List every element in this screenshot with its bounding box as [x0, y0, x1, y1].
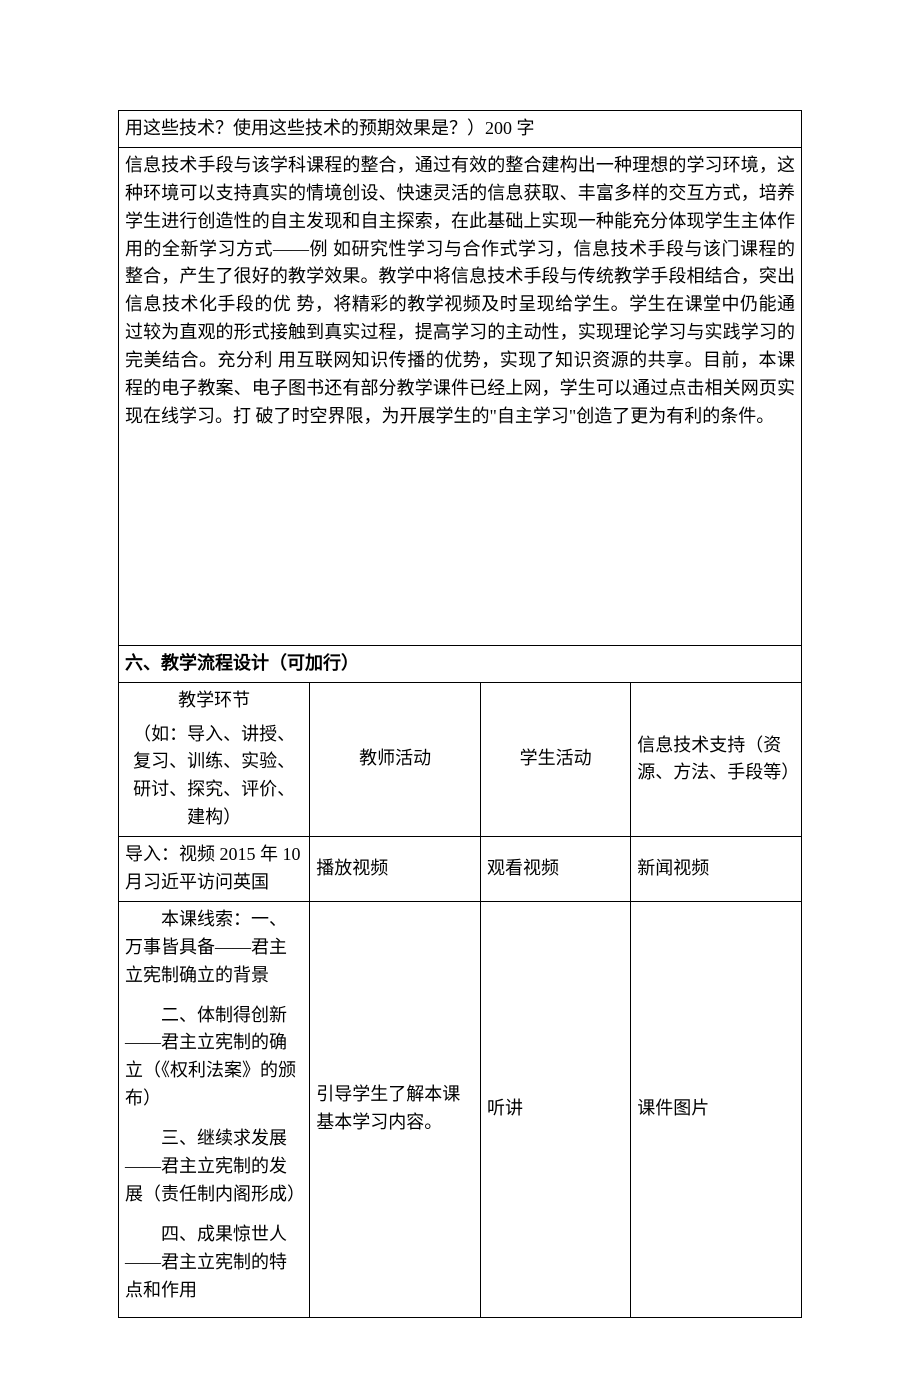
cell-teacher-1: 播放视频 [310, 837, 481, 902]
cell-it-1: 新闻视频 [631, 837, 802, 902]
outline-item-4: 四、成果惊世人——君主立宪制的特点和作用 [125, 1221, 303, 1305]
blank-space [125, 431, 795, 641]
lesson-design-table: 用这些技术？使用这些技术的预期效果是？）200 字 信息技术手段与该学科课程的整… [118, 110, 802, 1318]
col-header-stage: 教学环节 （如：导入、讲授、复习、训练、实验、研讨、探究、评价、建构） [119, 682, 310, 836]
cell-stage-2: 本课线索：一、万事皆具备——君主立宪制确立的背景 二、体制得创新——君主立宪制的… [119, 901, 310, 1317]
cell-teacher-2: 引导学生了解本课基本学习内容。 [310, 901, 481, 1317]
table-row: 本课线索：一、万事皆具备——君主立宪制确立的背景 二、体制得创新——君主立宪制的… [119, 901, 802, 1317]
cell-student-2: 听讲 [480, 901, 630, 1317]
prompt-continuation: 用这些技术？使用这些技术的预期效果是？）200 字 [119, 111, 802, 148]
prompt-text: 用这些技术？使用这些技术的预期效果是？）200 字 [125, 118, 535, 138]
col-header-stage-line1: 教学环节 [125, 687, 303, 715]
section-6-title: 六、教学流程设计（可加行） [125, 653, 359, 673]
outline-item-2: 二、体制得创新——君主立宪制的确立（《权利法案》的颁布） [125, 1002, 303, 1114]
col-header-it-support: 信息技术支持（资源、方法、手段等） [631, 682, 802, 836]
cell-stage-1: 导入：视频 2015 年 10月习近平访问英国 [119, 837, 310, 902]
outline-item-1: 本课线索：一、万事皆具备——君主立宪制确立的背景 [125, 906, 303, 990]
tech-integration-answer: 信息技术手段与该学科课程的整合，通过有效的整合建构出一种理想的学习环境，这种环境… [119, 147, 802, 645]
table-row: 导入：视频 2015 年 10月习近平访问英国 播放视频 观看视频 新闻视频 [119, 837, 802, 902]
col-header-teacher: 教师活动 [310, 682, 481, 836]
outline-item-3: 三、继续求发展——君主立宪制的发展（责任制内阁形成） [125, 1125, 303, 1209]
answer-text: 信息技术手段与该学科课程的整合，通过有效的整合建构出一种理想的学习环境，这种环境… [125, 155, 795, 426]
cell-it-2: 课件图片 [631, 901, 802, 1317]
section-6-heading: 六、教学流程设计（可加行） [119, 645, 802, 682]
cell-student-1: 观看视频 [480, 837, 630, 902]
col-header-student: 学生活动 [480, 682, 630, 836]
col-header-stage-line2: （如：导入、讲授、复习、训练、实验、研讨、探究、评价、建构） [125, 721, 303, 833]
